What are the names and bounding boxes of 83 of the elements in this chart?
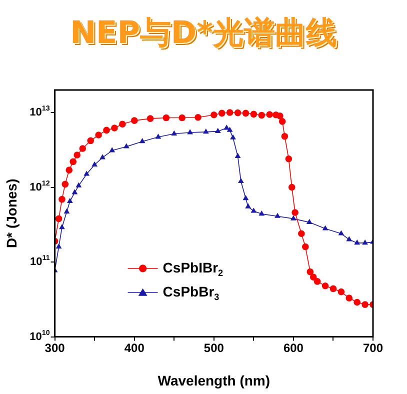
point xyxy=(302,243,309,250)
point xyxy=(290,215,296,220)
point xyxy=(130,117,138,124)
point xyxy=(281,132,288,140)
point xyxy=(210,111,218,118)
point xyxy=(274,212,280,218)
point xyxy=(79,145,86,152)
y-axis-title: D* (Jones) xyxy=(3,178,20,248)
point xyxy=(288,184,296,191)
x-axis-title: Wavelength (nm) xyxy=(158,372,270,388)
point xyxy=(276,112,284,120)
point xyxy=(203,128,209,134)
point xyxy=(59,224,65,230)
point xyxy=(238,178,244,184)
point xyxy=(314,278,321,285)
point xyxy=(230,134,236,140)
point xyxy=(258,112,266,119)
point xyxy=(72,189,78,194)
point xyxy=(346,236,352,242)
point xyxy=(292,209,298,216)
point xyxy=(298,230,305,238)
point xyxy=(362,240,368,245)
point xyxy=(155,134,162,139)
point xyxy=(346,294,353,302)
point xyxy=(55,215,62,222)
point xyxy=(56,243,62,248)
point xyxy=(62,180,69,188)
point xyxy=(330,285,337,292)
point xyxy=(66,198,73,203)
point xyxy=(87,137,94,144)
x-tick-label: 600 xyxy=(283,341,304,356)
point xyxy=(171,130,178,136)
point xyxy=(119,120,126,128)
point xyxy=(146,115,154,122)
point xyxy=(70,158,76,166)
point xyxy=(354,240,360,245)
point xyxy=(234,109,242,116)
point xyxy=(84,170,90,176)
point xyxy=(66,166,73,174)
point xyxy=(100,154,106,160)
point xyxy=(338,288,345,296)
point xyxy=(74,152,80,158)
point xyxy=(226,109,234,116)
point xyxy=(250,110,258,118)
point xyxy=(218,110,226,117)
chart-title: NEP与D*光谱曲线 xyxy=(69,14,338,53)
point xyxy=(76,182,82,188)
point xyxy=(266,111,273,118)
point xyxy=(214,128,221,134)
point xyxy=(322,225,328,230)
x-tick-label: 500 xyxy=(204,341,224,356)
point xyxy=(95,132,102,138)
point xyxy=(285,155,292,162)
point xyxy=(103,126,110,134)
point xyxy=(310,274,317,280)
point xyxy=(322,282,329,290)
point xyxy=(250,208,257,213)
x-tick-label: 700 xyxy=(362,341,384,356)
point xyxy=(338,230,344,236)
point xyxy=(226,126,233,132)
point xyxy=(278,118,286,125)
point xyxy=(139,138,146,144)
point xyxy=(109,147,116,152)
point xyxy=(194,114,202,121)
point xyxy=(242,110,250,117)
point xyxy=(306,218,312,224)
point xyxy=(178,114,186,122)
point xyxy=(242,194,249,200)
point xyxy=(58,196,66,203)
point xyxy=(234,152,241,158)
point xyxy=(123,143,130,148)
point xyxy=(92,161,98,166)
x-tick-label: 400 xyxy=(124,341,145,356)
point xyxy=(258,210,265,216)
point xyxy=(187,129,193,134)
point xyxy=(362,301,368,308)
point xyxy=(354,298,360,306)
point xyxy=(64,208,70,214)
x-tick-label: 300 xyxy=(44,341,66,356)
point xyxy=(111,124,118,132)
point xyxy=(306,268,314,276)
point xyxy=(245,203,252,208)
point xyxy=(162,114,170,122)
